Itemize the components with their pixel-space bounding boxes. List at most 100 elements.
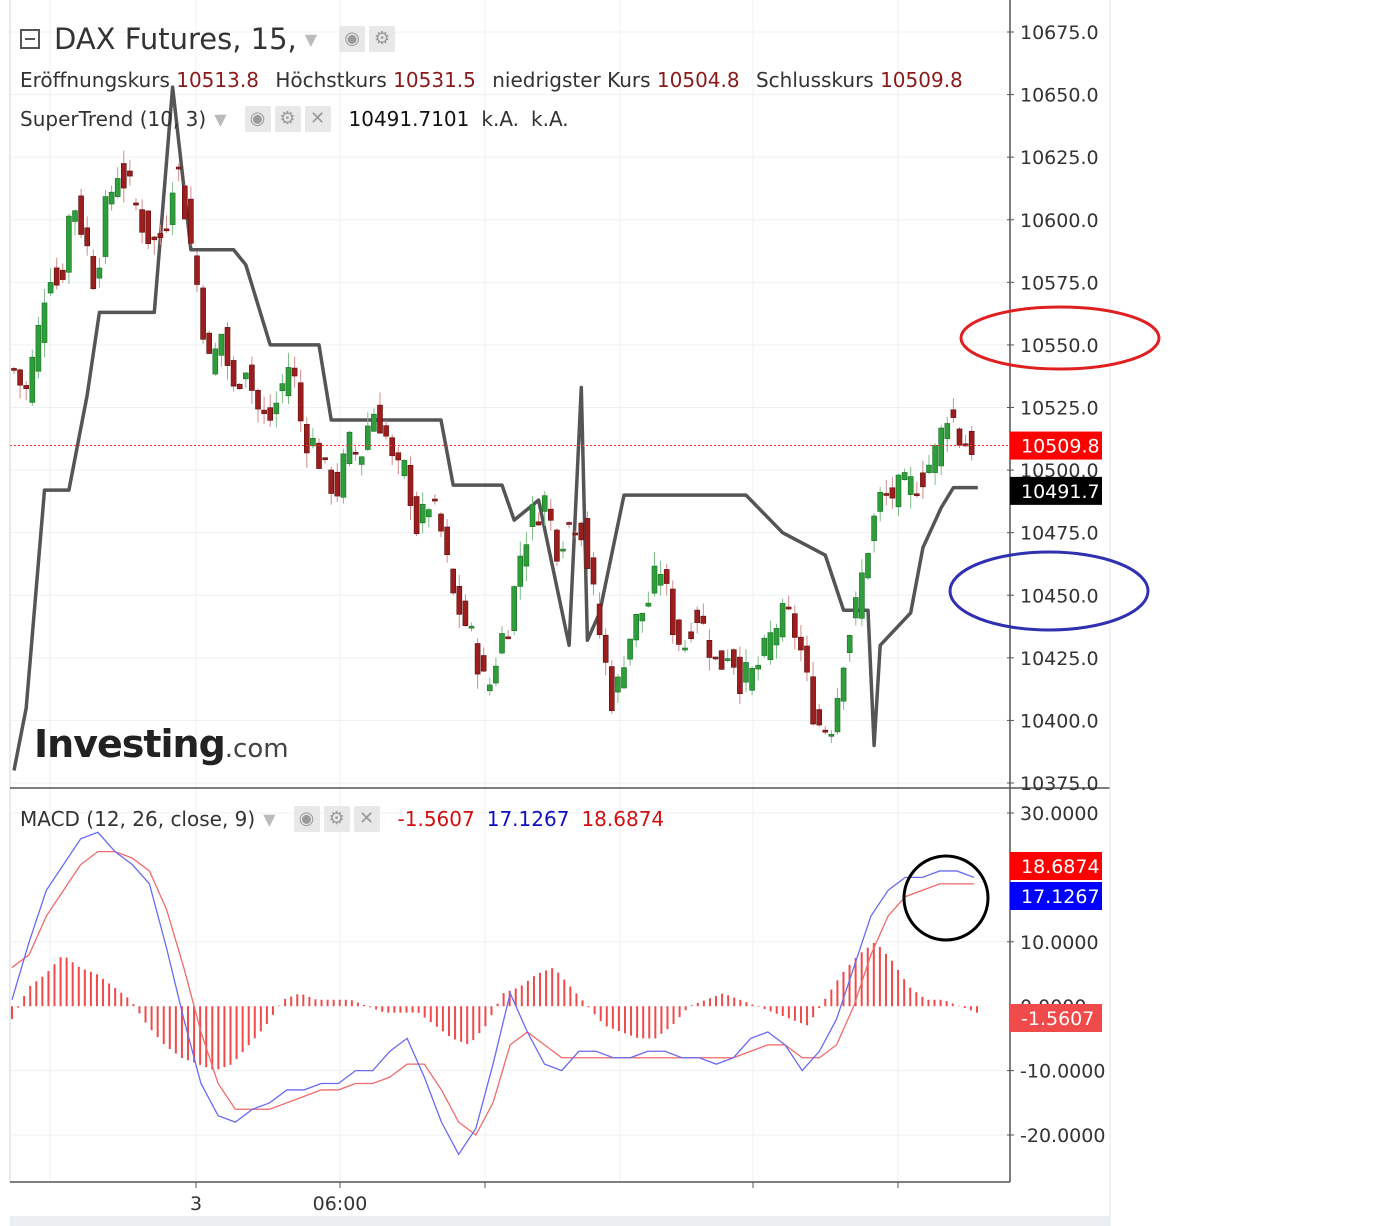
eye-icon[interactable]: ◉	[244, 106, 271, 132]
candle-body-up	[517, 555, 524, 587]
close-icon[interactable]: ✕	[304, 106, 331, 132]
signal-badge-text: 18.6874	[1021, 856, 1100, 878]
candle	[340, 448, 347, 504]
eye-icon[interactable]: ◉	[339, 26, 366, 52]
candle-body-down	[53, 267, 60, 286]
candle-body-down	[316, 442, 322, 469]
candle	[779, 598, 786, 642]
candle-body-down	[17, 369, 23, 386]
logo-main: Investing	[34, 722, 226, 766]
histogram-badge-bg	[1010, 1004, 1102, 1032]
candle-body-down	[151, 236, 158, 241]
open-label: Eröffnungskurs	[20, 68, 170, 92]
supertrend-badge-text: 10491.7	[1021, 481, 1100, 503]
candle-body-down	[413, 496, 420, 535]
candle-body-up	[35, 324, 42, 372]
high-label: Höchstkurs	[275, 68, 387, 92]
candle-body-down	[157, 233, 164, 239]
candle-body-down	[718, 650, 725, 670]
candle-body-down	[566, 522, 572, 525]
candle	[389, 434, 396, 466]
candle	[444, 519, 450, 563]
candle	[913, 481, 920, 498]
candle	[358, 455, 365, 476]
candle	[962, 434, 969, 447]
candle	[261, 396, 267, 424]
candle	[121, 150, 127, 203]
candle	[529, 496, 536, 541]
supertrend-badge-bg	[1010, 476, 1102, 505]
gear-icon[interactable]: ⚙	[369, 26, 396, 52]
candle-body-up	[846, 635, 853, 654]
candle	[602, 628, 609, 676]
candle-body-down	[383, 425, 389, 437]
chevron-down-icon[interactable]: ▼	[214, 109, 227, 129]
candle-body-up	[627, 638, 633, 660]
candle	[425, 507, 432, 528]
gear-icon[interactable]: ⚙	[323, 806, 350, 832]
chevron-down-icon[interactable]: ▼	[263, 809, 276, 829]
candle	[438, 512, 444, 537]
candle-body-down	[59, 269, 66, 280]
candle	[151, 235, 158, 255]
candle	[968, 425, 975, 461]
candle-body-down	[303, 424, 310, 454]
candle	[767, 620, 774, 665]
candle-body-down	[883, 493, 890, 496]
candle-body-down	[377, 404, 383, 434]
price-axis-tick-label: 10675.0	[1020, 22, 1099, 44]
macd-axis-tick-label: -10.0000	[1020, 1061, 1105, 1083]
candle-body-up	[834, 697, 841, 733]
candle	[944, 417, 951, 453]
macd-hist-value: -1.5607	[397, 807, 475, 831]
candle	[895, 473, 902, 517]
candle-body-down	[554, 529, 560, 562]
candle-body-up	[761, 637, 768, 656]
candle	[608, 660, 615, 715]
candle	[53, 257, 60, 290]
supertrend-legend: SuperTrend (10, 3) ▼ ◉ ⚙ ✕ 10491.7101 k.…	[20, 106, 569, 132]
candle	[383, 420, 389, 440]
candle	[273, 391, 280, 428]
candle-body-down	[474, 643, 481, 675]
candle-body-down	[121, 163, 127, 189]
candle-body-down	[712, 656, 719, 660]
candle-body-up	[938, 427, 945, 467]
candle	[840, 666, 847, 711]
eye-icon[interactable]: ◉	[293, 806, 320, 832]
candle-body-up	[212, 348, 219, 375]
supertrend-line	[12, 85, 978, 771]
candle	[846, 634, 853, 662]
candle	[749, 666, 755, 696]
last-price-badge-text: 10509.8	[1021, 436, 1100, 458]
candle-body-down	[676, 619, 682, 645]
candle-body-up	[425, 509, 432, 518]
candle	[114, 167, 121, 199]
candle-body-down	[90, 256, 97, 290]
price-axis-tick-label: 10625.0	[1020, 147, 1099, 169]
candle	[688, 622, 694, 643]
high-value: 10531.5	[393, 68, 476, 92]
candle	[169, 182, 176, 236]
investing-logo[interactable]: Investing.com	[34, 722, 289, 766]
chevron-down-icon[interactable]: ▼	[304, 29, 318, 49]
supertrend-badge: 10491.7	[1010, 476, 1102, 505]
candle-body-up	[499, 633, 505, 654]
gear-icon[interactable]: ⚙	[274, 106, 301, 132]
supertrend-value: 10491.7101	[348, 107, 470, 131]
price-axis-tick-label: 10475.0	[1020, 523, 1099, 545]
candle-body-down	[962, 443, 969, 447]
collapse-icon[interactable]	[20, 29, 40, 49]
candle	[676, 618, 682, 652]
candle	[737, 646, 743, 705]
candle	[859, 559, 865, 627]
candle-body-up	[72, 210, 78, 222]
price-axis-tick-label: 10600.0	[1020, 210, 1099, 232]
candle-body-down	[706, 640, 713, 658]
close-icon[interactable]: ✕	[353, 806, 380, 832]
candle-body-down	[261, 409, 267, 414]
chart-title: DAX Futures, 15,	[54, 22, 297, 56]
signal-badge: 18.6874	[1010, 852, 1102, 880]
last-price-badge: 10509.8	[1010, 431, 1102, 460]
candle-body-down	[145, 210, 151, 245]
